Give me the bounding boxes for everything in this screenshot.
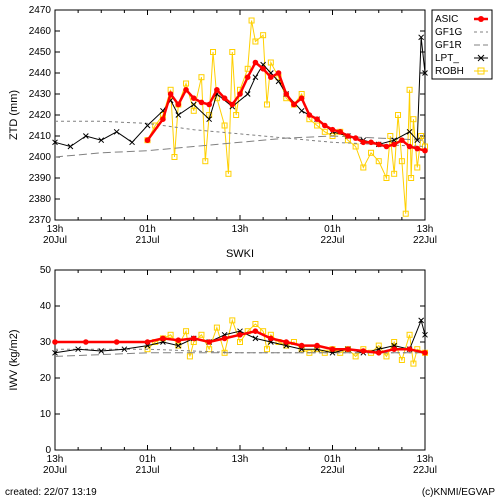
xtick-sub: 22Jul bbox=[321, 465, 345, 476]
xtick: 13h bbox=[47, 454, 64, 465]
ytick: 30 bbox=[40, 337, 52, 348]
ytick: 2430 bbox=[29, 89, 52, 100]
legend-label: ROBH bbox=[435, 66, 464, 77]
ytick: 2450 bbox=[29, 47, 52, 58]
ytick: 2380 bbox=[29, 194, 52, 205]
xtick-sub: 22Jul bbox=[321, 235, 345, 246]
xtick: 13h bbox=[232, 454, 249, 465]
ytick: 50 bbox=[40, 265, 52, 276]
ytick: 2440 bbox=[29, 68, 52, 79]
xtick: 01h bbox=[324, 454, 341, 465]
ytick: 2460 bbox=[29, 26, 52, 37]
xtick-sub: 20Jul bbox=[43, 465, 67, 476]
xtick-sub: 22Jul bbox=[413, 465, 437, 476]
xtick: 01h bbox=[324, 224, 341, 235]
xtick-sub: 20Jul bbox=[43, 235, 67, 246]
ytick: 2400 bbox=[29, 152, 52, 163]
xtick: 13h bbox=[232, 224, 249, 235]
legend-label: ASIC bbox=[435, 14, 458, 25]
ytick: 2470 bbox=[29, 5, 52, 16]
ylabel: IWV (kg/m2) bbox=[8, 329, 20, 390]
ytick: 2390 bbox=[29, 173, 52, 184]
footer-created: created: 22/07 13:19 bbox=[5, 487, 97, 498]
xtick: 13h bbox=[47, 224, 64, 235]
subtitle: SWKI bbox=[226, 248, 254, 260]
xtick: 01h bbox=[139, 454, 156, 465]
footer-credit: (c)KNMI/EGVAP bbox=[422, 487, 495, 498]
ytick: 2420 bbox=[29, 110, 52, 121]
ytick: 40 bbox=[40, 301, 52, 312]
ytick: 10 bbox=[40, 409, 52, 420]
ytick: 2410 bbox=[29, 131, 52, 142]
ylabel: ZTD (mm) bbox=[8, 90, 20, 140]
legend-label: GF1R bbox=[435, 40, 462, 51]
legend-label: LPT_ bbox=[435, 53, 459, 64]
legend-label: GF1G bbox=[435, 27, 462, 38]
chart-canvas: 2370238023902400241024202430244024502460… bbox=[0, 0, 500, 500]
xtick: 13h bbox=[417, 454, 434, 465]
ytick: 20 bbox=[40, 373, 52, 384]
xtick: 01h bbox=[139, 224, 156, 235]
xtick-sub: 21Jul bbox=[136, 235, 160, 246]
xtick-sub: 21Jul bbox=[136, 465, 160, 476]
xtick-sub: 22Jul bbox=[413, 235, 437, 246]
xtick: 13h bbox=[417, 224, 434, 235]
